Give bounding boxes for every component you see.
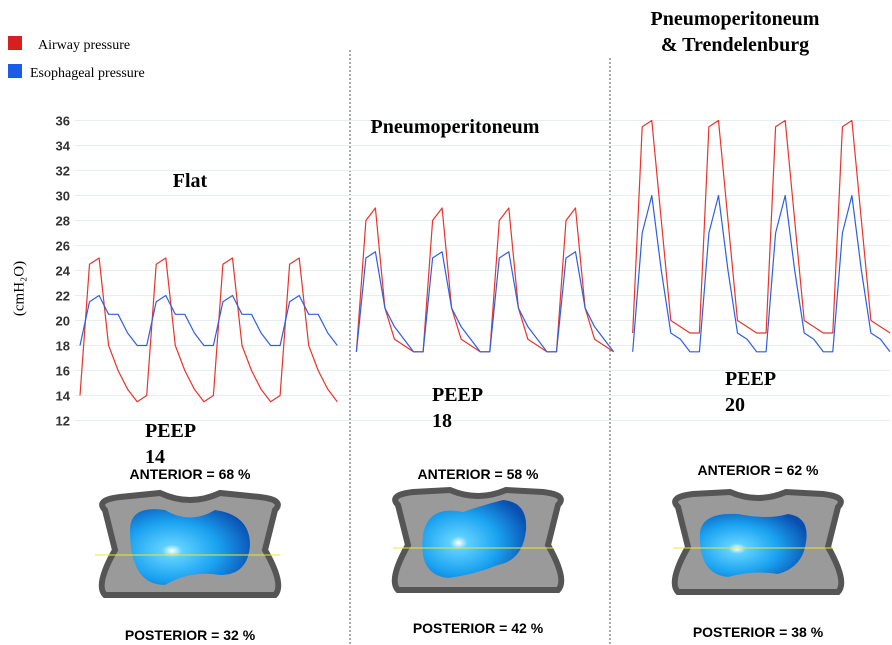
peep-label: PEEP 20 bbox=[725, 368, 777, 416]
posterior-label: POSTERIOR = 38 % bbox=[692, 624, 824, 640]
series-line bbox=[79, 194, 891, 353]
legend-label: Airway pressure bbox=[38, 38, 131, 53]
posterior-label: POSTERIOR = 42 % bbox=[412, 620, 544, 636]
y-tick-label: 28 bbox=[56, 214, 70, 229]
legend-swatch bbox=[8, 64, 22, 78]
y-tick-label: 16 bbox=[56, 364, 70, 379]
y-tick-label: 20 bbox=[56, 314, 70, 329]
y-tick-label: 34 bbox=[56, 139, 71, 154]
y-tick-label: 32 bbox=[56, 164, 70, 179]
legend-swatch bbox=[8, 36, 22, 50]
peep-label: PEEP 18 bbox=[432, 384, 484, 432]
y-tick-label: 18 bbox=[56, 339, 70, 354]
y-tick-label: 26 bbox=[56, 239, 70, 254]
anterior-label: ANTERIOR = 68 % bbox=[129, 466, 251, 482]
series-line bbox=[79, 119, 891, 403]
panel-title: Pneumoperitoneum bbox=[370, 116, 540, 138]
panel-title: Pneumoperitoneum & Trendelenburg bbox=[650, 8, 820, 56]
eit-image bbox=[391, 486, 565, 593]
peep-label: PEEP 14 bbox=[145, 420, 197, 468]
eit-image bbox=[95, 489, 282, 598]
y-tick-label: 36 bbox=[56, 114, 70, 129]
anterior-label: ANTERIOR = 58 % bbox=[417, 466, 539, 482]
posterior-label: POSTERIOR = 32 % bbox=[124, 627, 256, 643]
y-tick-label: 12 bbox=[56, 414, 70, 429]
legend-label: Esophageal pressure bbox=[30, 66, 145, 81]
anterior-label: ANTERIOR = 62 % bbox=[697, 462, 819, 478]
y-tick-label: 24 bbox=[56, 264, 71, 279]
y-tick-label: 30 bbox=[56, 189, 70, 204]
y-tick-label: 22 bbox=[56, 289, 70, 304]
grid bbox=[75, 120, 890, 421]
y-axis-label: (cmH₂O) bbox=[11, 260, 28, 317]
panel-title: Flat bbox=[172, 170, 208, 192]
y-tick-label: 14 bbox=[56, 389, 71, 404]
eit-image bbox=[671, 488, 845, 595]
